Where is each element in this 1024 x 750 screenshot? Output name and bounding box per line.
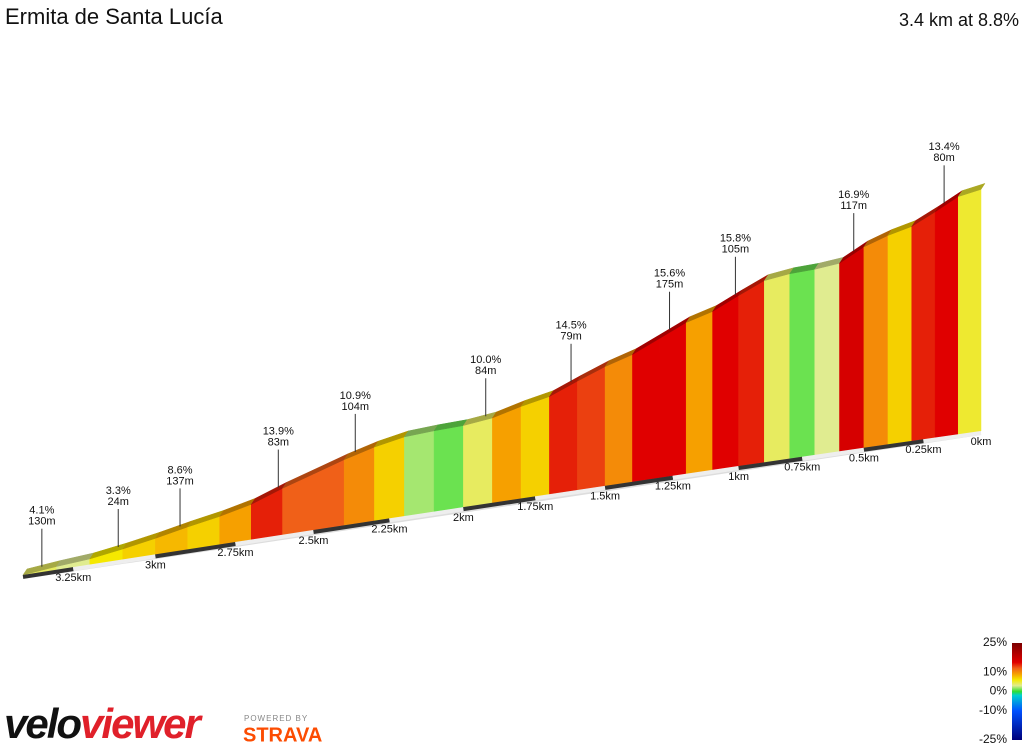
- annotation-grade: 15.8%: [720, 233, 751, 245]
- legend-label: -25%: [979, 732, 1007, 746]
- annotation-grade: 4.1%: [29, 505, 54, 517]
- profile-segment: [712, 295, 739, 471]
- x-tick-label: 2.75km: [217, 547, 253, 559]
- axis-band: [72, 554, 156, 572]
- logo-dark: velo: [4, 700, 81, 747]
- axis-band: [534, 485, 606, 501]
- annotation-grade: 13.9%: [263, 425, 294, 437]
- profile-segment: [374, 436, 405, 521]
- logo: veloviewer: [4, 700, 203, 747]
- x-tick-label: 2km: [453, 512, 474, 524]
- profile-segment: [343, 446, 375, 526]
- annotation-length: 137m: [166, 475, 194, 487]
- x-tick-label: 1.25km: [655, 481, 691, 493]
- profile-segment: [659, 322, 687, 479]
- profile-segment: [632, 338, 660, 483]
- x-tick-label: 1.5km: [590, 491, 620, 503]
- profile-segment: [577, 366, 606, 491]
- annotation-length: 83m: [268, 436, 289, 448]
- x-tick-label: 3km: [145, 559, 166, 571]
- axis-band: [22, 567, 74, 579]
- plot: 3.25km 3km 2.75km 2.5km 2.25km 2km 1.75km 1.5km…: [22, 141, 992, 584]
- x-tick-label: 0.75km: [784, 462, 820, 474]
- profile-segment: [520, 396, 550, 499]
- annotation-length: 175m: [656, 279, 684, 291]
- annotation-grade: 13.4%: [929, 141, 960, 153]
- annotation-length: 117m: [840, 200, 867, 212]
- profile-segment: [934, 196, 959, 438]
- annotation-length: 105m: [722, 244, 750, 256]
- axis-band: [738, 456, 803, 471]
- profile-segment: [463, 417, 493, 508]
- annotation-length: 79m: [560, 331, 581, 343]
- annotation-grade: 16.9%: [838, 189, 869, 201]
- profile-segment: [957, 189, 982, 435]
- x-tick-label: 1.75km: [517, 501, 553, 513]
- annotation-length: 24m: [108, 496, 129, 508]
- profile-segment: [549, 380, 578, 495]
- annotation-length: 130m: [28, 516, 56, 528]
- axis-band: [801, 447, 865, 461]
- axis-band: [463, 496, 536, 512]
- axis-band: [672, 466, 739, 480]
- profile-segment: [404, 430, 435, 517]
- legend-bar: [1012, 643, 1022, 740]
- annotation-length: 80m: [933, 152, 954, 164]
- x-tick-label: 2.5km: [299, 535, 329, 547]
- profile-segment: [911, 211, 936, 442]
- axis-band: [155, 542, 236, 559]
- annotation-length: 84m: [475, 365, 496, 377]
- axis-band: [313, 518, 390, 534]
- chart-title: Ermita de Santa Lucía: [5, 4, 223, 29]
- profile-segment: [863, 235, 889, 449]
- profile-segment: [887, 226, 912, 445]
- profile-segment: [789, 268, 816, 459]
- axis-band: [923, 431, 982, 444]
- strava-logo: STRAVA: [243, 724, 322, 746]
- x-tick-label: 0km: [971, 436, 992, 448]
- x-tick-label: 1km: [728, 471, 749, 483]
- annotation-grade: 10.9%: [340, 390, 371, 402]
- annotation-grade: 3.3%: [106, 485, 131, 497]
- profile-segment: [604, 354, 633, 487]
- annotation-grade: 14.5%: [555, 320, 586, 332]
- annotation-length: 104m: [341, 401, 369, 413]
- profile-segment: [839, 246, 865, 452]
- powered-by: POWERED BY: [244, 714, 308, 723]
- logo-red: viewer: [80, 700, 203, 747]
- axis-band: [604, 475, 674, 490]
- profile-segment: [433, 425, 464, 512]
- annotation-grade: 15.6%: [654, 268, 685, 280]
- profile-segment: [738, 280, 765, 467]
- axis-band: [389, 507, 464, 523]
- axis-band: [863, 439, 924, 452]
- x-tick-label: 0.5km: [849, 453, 879, 465]
- x-tick-label: 0.25km: [905, 444, 941, 456]
- x-tick-label: 3.25km: [55, 572, 91, 584]
- legend-label: 25%: [983, 635, 1007, 649]
- legend-label: 10%: [983, 664, 1007, 678]
- legend-label: 0%: [990, 684, 1008, 698]
- profile-segment: [685, 311, 713, 475]
- x-tick-label: 2.25km: [371, 523, 407, 535]
- profile-top: [957, 182, 986, 198]
- profile-segment: [492, 406, 522, 504]
- axis-band: [235, 530, 314, 546]
- annotation-grade: 10.0%: [470, 354, 501, 366]
- annotation-grade: 8.6%: [167, 464, 192, 476]
- summary: 3.4 km at 8.8%: [899, 10, 1019, 30]
- profile-segment: [764, 273, 790, 463]
- legend-label: -10%: [979, 703, 1007, 717]
- profile-segment: [814, 262, 840, 456]
